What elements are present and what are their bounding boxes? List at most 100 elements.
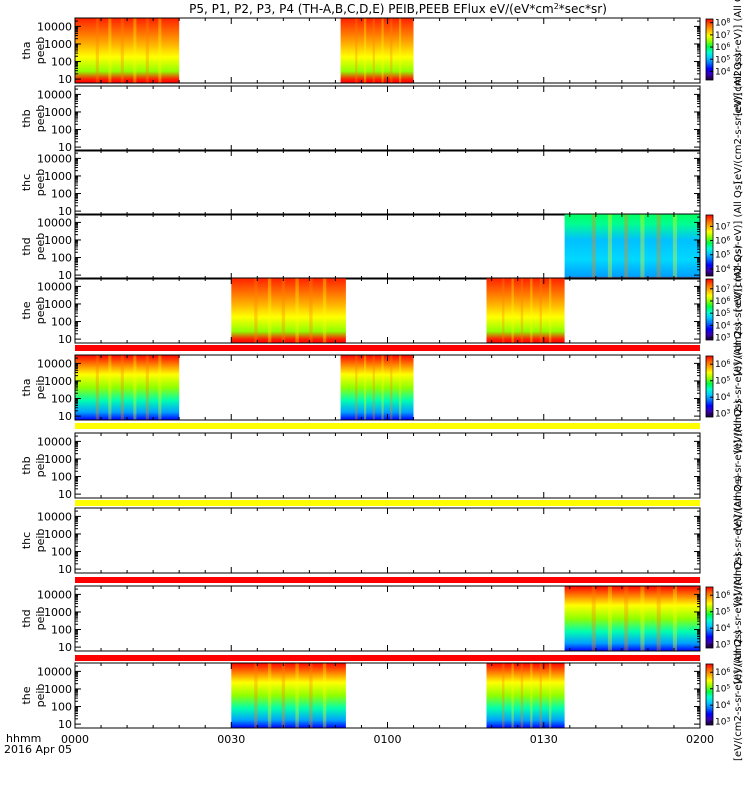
flux-band-1	[75, 345, 700, 351]
colorbar-tick-label: 104	[715, 392, 730, 404]
colorbar-tick-label: 103	[715, 408, 730, 420]
y-label-species: peib	[34, 454, 47, 478]
y-label-probe: the	[20, 301, 33, 319]
y-label-probe: thd	[20, 237, 33, 255]
y-tick-label: 10	[58, 488, 72, 501]
y-label-species: peib	[34, 607, 47, 631]
y-axis: 10000 1000 100 10	[37, 510, 700, 576]
y-label-probe: thc	[20, 532, 33, 549]
y-tick-label: 1000	[44, 528, 72, 541]
y-axis: 10000 1000 100 10	[37, 20, 700, 86]
colorbar-label: [eV/(cm2-s-sr-eV)] (All Qs)	[733, 400, 744, 531]
colorbar-label: [eV/(cm2-s-sr-eV)] (All Qs)	[733, 322, 744, 453]
y-axis: 10000 1000 100 10	[37, 88, 700, 154]
x-tick-label: 0200	[686, 733, 714, 746]
y-label-species: peeb	[34, 105, 47, 133]
y-label-species: peib	[34, 529, 47, 553]
data-interval-the-peeb-1	[231, 278, 346, 343]
colorbar-tick-label: 105	[715, 683, 730, 695]
y-tick-label: 1000	[44, 106, 72, 119]
data-interval-tha-peeb-2	[340, 18, 414, 83]
y-axis: 10000 1000 100 10	[37, 435, 700, 501]
colorbar-tick-label: 103	[715, 639, 730, 651]
y-tick-label: 1000	[44, 683, 72, 696]
colorbar: 107 106 105 104	[705, 214, 730, 277]
data-interval-thd-peeb-1	[564, 214, 700, 279]
y-label-species: peib	[34, 376, 47, 400]
spectral-streaks	[95, 18, 162, 83]
x-axis-date: 2016 Apr 05	[4, 743, 72, 756]
y-tick-label: 100	[51, 701, 72, 714]
panel-frame	[74, 507, 701, 574]
y-tick-label: 10000	[37, 280, 72, 293]
spectral-streaks	[355, 355, 402, 420]
y-axis: 10000 1000 100 10	[37, 216, 700, 282]
colorbar-tick-label: 104	[715, 320, 730, 332]
y-tick-label: 10	[58, 141, 72, 154]
chart-title: P5, P1, P2, P3, P4 (TH-A,B,C,D,E) PEIB,P…	[189, 2, 607, 17]
spectral-streaks	[591, 586, 677, 651]
spectral-streaks	[254, 278, 327, 343]
colorbar-tick-label: 107	[715, 29, 730, 41]
x-ticks	[74, 663, 701, 728]
colorbar-tick-label: 103	[715, 332, 730, 344]
y-tick-label: 10000	[37, 216, 72, 229]
y-axis: 10000 1000 100 10	[37, 280, 700, 346]
colorbar-label: [eV/(cm2-s-sr-eV)] (All Qs)	[733, 245, 744, 376]
y-tick-label: 1000	[44, 234, 72, 247]
y-tick-label: 10	[58, 410, 72, 423]
y-tick-label: 10000	[37, 510, 72, 523]
y-tick-label: 10000	[37, 357, 72, 370]
colorbar-tick-label: 103	[715, 716, 730, 728]
flux-band-3	[75, 500, 700, 506]
y-tick-label: 10000	[37, 88, 72, 101]
colorbar: 106 105 104 103	[705, 663, 730, 728]
y-tick-label: 1000	[44, 298, 72, 311]
x-ticks	[74, 508, 701, 573]
colorbar-tick-label: 108	[715, 17, 730, 29]
data-interval-tha-peib-2	[340, 355, 414, 420]
colorbar: 106 105 104 103	[705, 355, 730, 420]
panel-thc-peib: 10000 1000 100 10 thc peib [eV/(cm2-s-sr-eV)] …	[20, 475, 744, 606]
colorbar-label: [eV/(cm2-s-sr-eV)] (All Qs)	[733, 630, 744, 761]
y-tick-label: 10	[58, 718, 72, 731]
colorbar-tick-label: 106	[715, 359, 730, 371]
x-ticks	[74, 150, 701, 215]
x-tick-label: 0100	[374, 733, 402, 746]
colorbar-tick-label: 104	[715, 263, 730, 275]
colorbar-tick-label: 107	[715, 283, 730, 295]
spectral-streaks	[502, 278, 552, 343]
y-tick-label: 100	[51, 393, 72, 406]
y-tick-label: 100	[51, 188, 72, 201]
y-label-probe: tha	[20, 41, 33, 59]
x-ticks	[74, 586, 701, 651]
y-label-species: peeb	[34, 169, 47, 197]
panel-frame	[74, 85, 701, 152]
spectral-streaks	[355, 18, 402, 83]
colorbar: 106 105 104 103	[705, 586, 730, 651]
data-interval-the-peeb-2	[486, 278, 565, 343]
colorbar-tick-label: 106	[715, 295, 730, 307]
y-tick-label: 100	[51, 624, 72, 637]
panel-frame	[74, 149, 701, 216]
y-label-probe: thb	[20, 109, 33, 127]
data-interval-the-peib-1	[231, 663, 346, 728]
colorbar-tick-label: 105	[715, 54, 730, 65]
y-tick-label: 10	[58, 269, 72, 282]
y-label-probe: thd	[20, 609, 33, 627]
colorbar-tick-label: 104	[715, 66, 730, 78]
y-tick-label: 100	[51, 252, 72, 265]
y-tick-label: 1000	[44, 38, 72, 51]
colorbar-label: [eV/(cm2-s-sr-eV)] (All Qs)	[733, 553, 744, 684]
x-tick-label: 0130	[530, 733, 558, 746]
y-tick-label: 1000	[44, 170, 72, 183]
panel-thb-peib: 10000 1000 100 10 thb peib [eV/(cm2-s-sr-eV)] …	[20, 400, 744, 531]
colorbar-tick-label: 107	[715, 221, 730, 233]
panel-thc-peeb: 10000 1000 100 10 thc peeb	[20, 149, 701, 218]
